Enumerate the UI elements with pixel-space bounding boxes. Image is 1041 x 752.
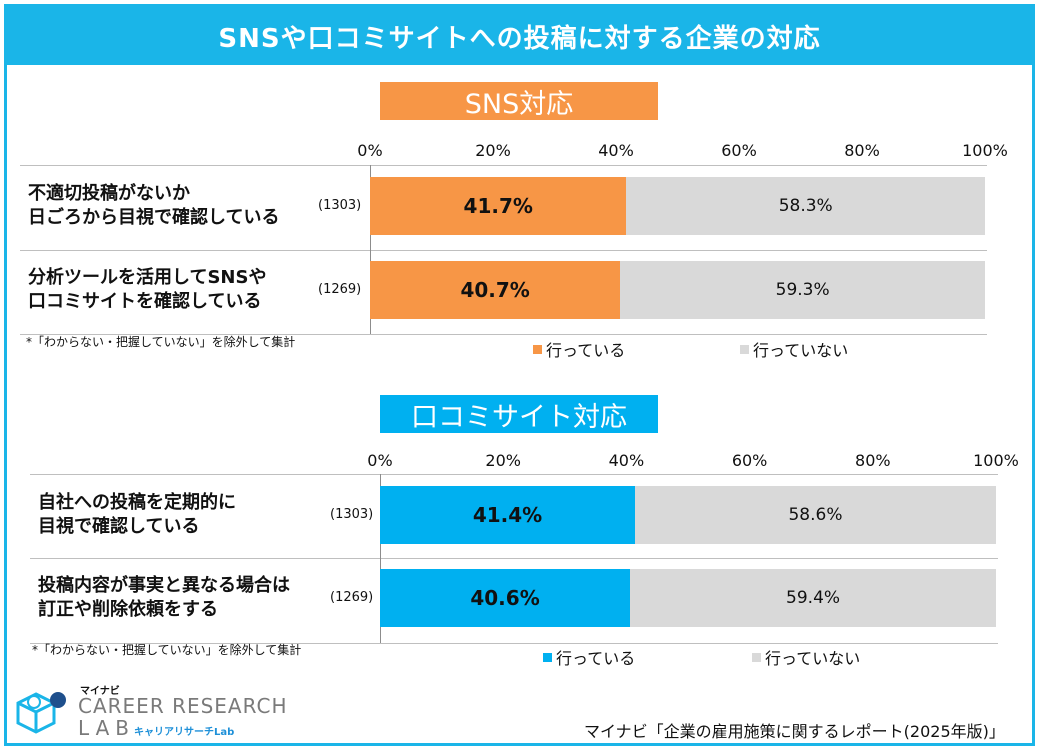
category-label: 自社への投稿を定期的に 目視で確認している	[38, 492, 236, 537]
logo-kana: キャリアリサーチLab	[134, 727, 235, 738]
page-title: SNSや口コミサイトへの投稿に対する企業の対応	[7, 7, 1032, 65]
axis-tick-label: 60%	[731, 451, 768, 470]
category-label: 投稿内容が事実と異なる場合は 訂正や削除依頼をする	[38, 575, 290, 620]
axis-tick-label: 0%	[367, 451, 393, 470]
axis-tick-label: 80%	[844, 141, 880, 160]
legend-label: 行っていない	[765, 649, 861, 668]
bar-done: 40.7%	[370, 261, 621, 319]
axis-zero-line	[370, 165, 371, 334]
axis-tick-label: 100%	[973, 451, 1019, 470]
bar-not-done: 58.6%	[635, 486, 996, 544]
legend-swatch	[543, 652, 552, 662]
row-divider	[20, 250, 987, 251]
sample-size-label: (1303)	[330, 507, 374, 522]
row-divider	[30, 474, 998, 475]
axis-tick-label: 80%	[855, 451, 891, 470]
axis-tick-label: 40%	[608, 451, 645, 470]
bar-done: 41.4%	[380, 486, 636, 544]
chart-note: *「わからない・把握していない」を除外して集計	[26, 335, 296, 349]
section-label-kuchikomi: 口コミサイト対応	[380, 395, 658, 433]
axis-tick-label: 40%	[598, 141, 634, 160]
career-research-lab-logo-icon	[16, 692, 66, 734]
legend-label: 行っている	[556, 649, 636, 668]
legend-not-done: 行っていない	[752, 645, 860, 669]
legend-done: 行っている	[533, 337, 625, 361]
bar-not-done: 59.3%	[620, 261, 985, 319]
axis-zero-line	[380, 474, 381, 643]
category-label: 分析ツールを活用してSNSや 口コミサイトを確認している	[28, 267, 267, 312]
axis-tick-label: 60%	[721, 141, 757, 160]
sample-size-label: (1303)	[318, 198, 362, 213]
logo-name: CAREER RESEARCH	[78, 694, 288, 718]
sample-size-label: (1269)	[318, 282, 362, 297]
legend-swatch	[740, 344, 749, 354]
row-divider	[20, 165, 987, 166]
bar-done: 40.6%	[380, 569, 631, 627]
category-label: 不適切投稿がないか 日ごろから目視で確認している	[28, 183, 280, 228]
chart-note: *「わからない・把握していない」を除外して集計	[32, 643, 302, 657]
legend-swatch	[752, 652, 761, 662]
source-citation: マイナビ「企業の雇用施策に関するレポート(2025年版)」	[584, 722, 1005, 741]
legend-label: 行っていない	[753, 341, 849, 360]
legend-done: 行っている	[543, 645, 635, 669]
logo-brand: マイナビ	[80, 686, 120, 697]
row-divider	[30, 558, 998, 559]
bar-done: 41.7%	[370, 177, 627, 235]
bar-not-done: 58.3%	[626, 177, 985, 235]
sample-size-label: (1269)	[330, 590, 374, 605]
row-divider	[20, 334, 987, 335]
logo-name-lab: LAB	[78, 716, 136, 740]
axis-tick-label: 100%	[962, 141, 1008, 160]
axis-tick-label: 20%	[475, 141, 511, 160]
legend-not-done: 行っていない	[740, 337, 848, 361]
bar-not-done: 59.4%	[630, 569, 996, 627]
axis-tick-label: 0%	[357, 141, 383, 160]
section-label-sns: SNS対応	[380, 82, 658, 120]
row-divider	[30, 643, 998, 644]
legend-swatch	[533, 344, 542, 354]
axis-tick-label: 20%	[485, 451, 521, 470]
legend-label: 行っている	[546, 341, 626, 360]
